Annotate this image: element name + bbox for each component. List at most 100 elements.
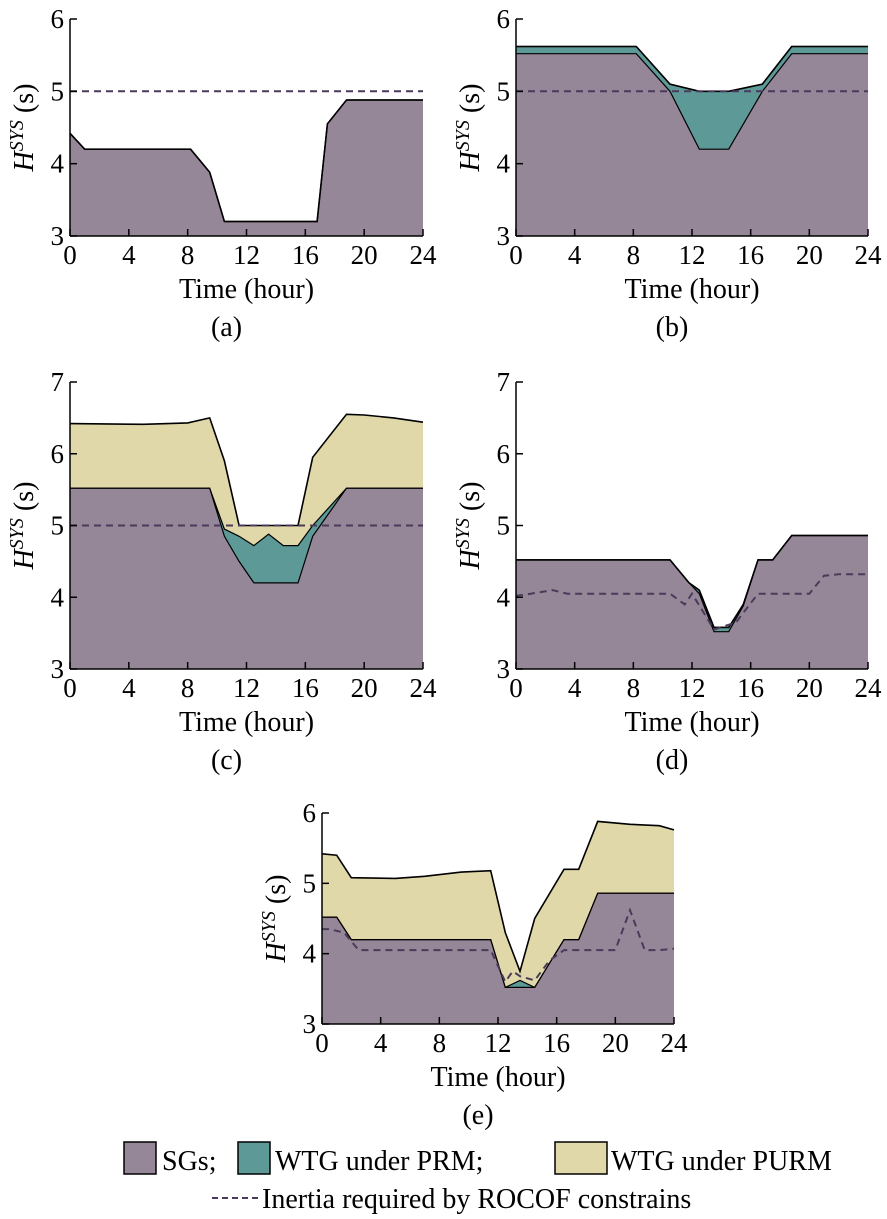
y-axis-label-superscript: SYS — [6, 518, 28, 549]
x-tick-label: 4 — [122, 673, 136, 703]
x-tick-label: 4 — [568, 240, 582, 270]
y-tick-label: 5 — [497, 76, 511, 106]
panel-label: (a) — [211, 312, 242, 343]
area-sgs — [70, 100, 423, 236]
area-wtg-purm — [70, 414, 423, 546]
y-axis-label-superscript: SYS — [452, 120, 474, 151]
area-wtg-prm — [70, 488, 423, 583]
legend: SGs; WTG under PRM; WTG under PURM Inert… — [123, 1141, 832, 1215]
y-axis-label-symbol: H — [9, 547, 40, 570]
legend-label-sg: SGs; — [162, 1146, 216, 1177]
panel-label: (e) — [462, 1100, 493, 1131]
x-tick-label: 12 — [485, 1028, 512, 1058]
y-tick-label: 4 — [51, 149, 65, 179]
y-axis-label: HSYS (s) — [6, 84, 40, 173]
legend-label-prm: WTG under PRM; — [275, 1146, 483, 1177]
panel-label: (b) — [656, 312, 689, 343]
x-axis-label: Time (hour) — [179, 707, 314, 738]
x-tick-label: 24 — [855, 673, 883, 703]
x-tick-label: 8 — [181, 240, 195, 270]
y-tick-label: 7 — [497, 367, 511, 397]
y-axis-label: HSYS (s) — [258, 875, 292, 964]
area-sgs — [516, 535, 868, 669]
legend-label-required: Inertia required by ROCOF constrains — [262, 1184, 691, 1215]
y-tick-label: 6 — [497, 4, 511, 34]
y-tick-label: 3 — [497, 221, 511, 251]
x-tick-label: 0 — [509, 673, 523, 703]
panel-label: (d) — [656, 745, 689, 776]
y-tick-label: 4 — [497, 149, 511, 179]
area-sgs — [70, 488, 423, 669]
line-sgs — [516, 53, 868, 150]
y-axis-label: HSYS (s) — [6, 482, 40, 571]
legend-swatch-sg — [123, 1141, 157, 1175]
legend-label-purm: WTG under PURM — [611, 1146, 832, 1177]
y-tick-label: 4 — [303, 939, 317, 969]
x-tick-label: 20 — [351, 673, 378, 703]
y-tick-label: 6 — [303, 798, 317, 828]
x-tick-label: 12 — [679, 673, 706, 703]
y-tick-label: 3 — [51, 221, 65, 251]
y-axis-label-unit: (s) — [9, 482, 40, 519]
line-wtg-prm — [322, 892, 674, 989]
line-total — [516, 534, 868, 629]
y-axis-label-symbol: H — [9, 149, 40, 172]
y-axis-label-symbol: H — [261, 940, 292, 963]
x-tick-label: 16 — [292, 240, 319, 270]
y-axis-label-unit: (s) — [9, 84, 40, 121]
x-tick-label: 8 — [627, 673, 641, 703]
x-tick-label: 24 — [661, 1028, 689, 1058]
y-tick-label: 4 — [497, 582, 511, 612]
x-tick-label: 24 — [410, 240, 438, 270]
x-tick-label: 16 — [292, 673, 319, 703]
x-tick-label: 0 — [63, 240, 77, 270]
x-axis-label: Time (hour) — [624, 274, 759, 305]
x-tick-label: 20 — [796, 673, 823, 703]
y-axis-label-symbol: H — [455, 149, 486, 172]
x-tick-label: 20 — [602, 1028, 629, 1058]
x-tick-label: 0 — [63, 673, 77, 703]
x-tick-label: 4 — [374, 1028, 388, 1058]
area-wtg-prm — [516, 46, 868, 150]
x-tick-label: 24 — [410, 673, 438, 703]
y-axis-label: HSYS (s) — [452, 482, 486, 571]
y-tick-label: 4 — [51, 582, 65, 612]
x-axis-label: Time (hour) — [624, 707, 759, 738]
y-axis-label-superscript: SYS — [258, 911, 280, 942]
y-axis-label-symbol: H — [455, 547, 486, 570]
y-tick-label: 3 — [51, 654, 65, 684]
x-tick-label: 8 — [433, 1028, 447, 1058]
panel-c: 0 4 8 12 16 20 24 3 4 5 6 7 Time (hour) HSYS (s) (c) — [6, 367, 437, 776]
y-axis-label-superscript: SYS — [6, 120, 28, 151]
line-total — [69, 99, 423, 223]
x-tick-label: 16 — [543, 1028, 570, 1058]
legend-swatch-prm — [237, 1141, 271, 1175]
area-sgs — [322, 893, 674, 1024]
line-total — [321, 820, 675, 974]
line-inertia-required — [515, 573, 868, 631]
x-tick-label: 12 — [233, 673, 260, 703]
panel-a: 0 4 8 12 16 20 24 3 4 5 6 Time (hour) HSYS (s) (a) — [6, 4, 437, 343]
panel-d: 0 4 8 12 16 20 24 3 4 5 6 7 Time (hour) HSYS (s) (d) — [452, 367, 882, 776]
y-tick-label: 7 — [51, 367, 65, 397]
panel-e: 0 4 8 12 16 20 24 3 4 5 6 Time (hour) HSYS (s) (e) — [258, 798, 688, 1131]
x-tick-label: 12 — [233, 240, 260, 270]
panel-b: 0 4 8 12 16 20 24 3 4 5 6 Time (hour) HSYS (s) (b) — [452, 4, 882, 343]
y-tick-label: 5 — [303, 868, 317, 898]
x-tick-label: 0 — [315, 1028, 329, 1058]
x-tick-label: 12 — [679, 240, 706, 270]
y-tick-label: 3 — [497, 654, 511, 684]
x-axis-label: Time (hour) — [179, 274, 314, 305]
panel-label: (c) — [211, 745, 242, 776]
x-tick-label: 20 — [351, 240, 378, 270]
y-tick-label: 6 — [51, 4, 65, 34]
y-tick-label: 6 — [497, 439, 511, 469]
y-axis-label-superscript: SYS — [452, 518, 474, 549]
y-tick-label: 3 — [303, 1009, 317, 1039]
x-tick-label: 16 — [737, 240, 764, 270]
y-axis-label-unit: (s) — [261, 875, 292, 912]
x-tick-label: 8 — [181, 673, 195, 703]
area-sgs — [516, 53, 868, 237]
x-tick-label: 4 — [122, 240, 136, 270]
